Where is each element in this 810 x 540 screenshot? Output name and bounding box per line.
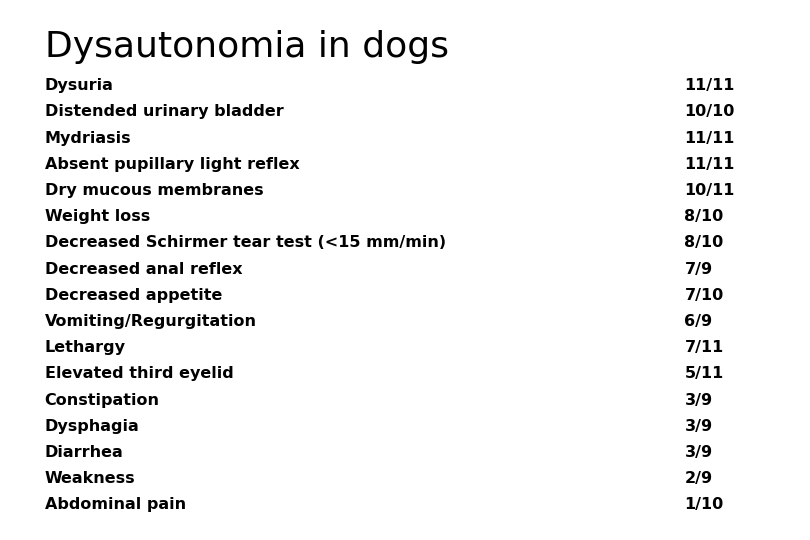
- Text: 11/11: 11/11: [684, 157, 735, 172]
- Text: Weight loss: Weight loss: [45, 209, 150, 224]
- Text: 10/11: 10/11: [684, 183, 735, 198]
- Text: Dysuria: Dysuria: [45, 78, 113, 93]
- Text: 11/11: 11/11: [684, 78, 735, 93]
- Text: 3/9: 3/9: [684, 445, 713, 460]
- Text: 2/9: 2/9: [684, 471, 713, 486]
- Text: Lethargy: Lethargy: [45, 340, 126, 355]
- Text: 7/10: 7/10: [684, 288, 723, 303]
- Text: 8/10: 8/10: [684, 209, 723, 224]
- Text: Dry mucous membranes: Dry mucous membranes: [45, 183, 263, 198]
- Text: 7/11: 7/11: [684, 340, 723, 355]
- Text: Diarrhea: Diarrhea: [45, 445, 123, 460]
- Text: 3/9: 3/9: [684, 393, 713, 408]
- Text: Decreased Schirmer tear test (<15 mm/min): Decreased Schirmer tear test (<15 mm/min…: [45, 235, 446, 251]
- Text: Abdominal pain: Abdominal pain: [45, 497, 185, 512]
- Text: 5/11: 5/11: [684, 366, 723, 381]
- Text: Decreased anal reflex: Decreased anal reflex: [45, 261, 242, 276]
- Text: 10/10: 10/10: [684, 105, 735, 119]
- Text: Constipation: Constipation: [45, 393, 160, 408]
- Text: Dysautonomia in dogs: Dysautonomia in dogs: [45, 30, 449, 64]
- Text: 11/11: 11/11: [684, 131, 735, 146]
- Text: Decreased appetite: Decreased appetite: [45, 288, 222, 303]
- Text: Dysphagia: Dysphagia: [45, 419, 139, 434]
- Text: Elevated third eyelid: Elevated third eyelid: [45, 366, 233, 381]
- Text: Vomiting/Regurgitation: Vomiting/Regurgitation: [45, 314, 257, 329]
- Text: 3/9: 3/9: [684, 419, 713, 434]
- Text: 6/9: 6/9: [684, 314, 713, 329]
- Text: Absent pupillary light reflex: Absent pupillary light reflex: [45, 157, 300, 172]
- Text: Mydriasis: Mydriasis: [45, 131, 131, 146]
- Text: 8/10: 8/10: [684, 235, 723, 251]
- Text: 1/10: 1/10: [684, 497, 723, 512]
- Text: Distended urinary bladder: Distended urinary bladder: [45, 105, 284, 119]
- Text: 7/9: 7/9: [684, 261, 713, 276]
- Text: Weakness: Weakness: [45, 471, 135, 486]
